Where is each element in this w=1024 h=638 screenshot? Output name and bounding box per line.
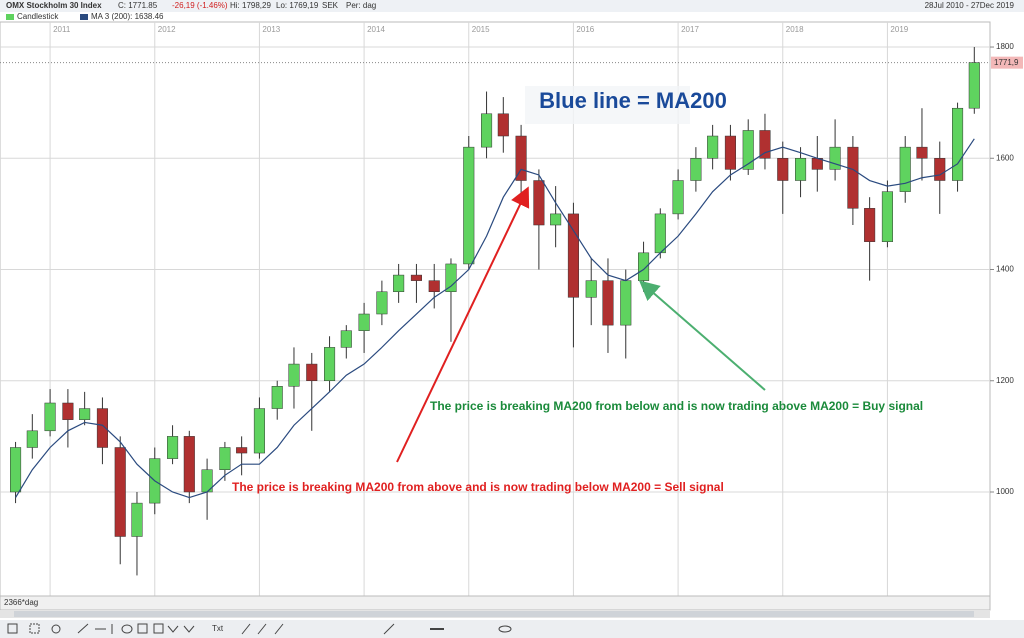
x-tick-label: 2013 bbox=[262, 25, 280, 34]
candle-body bbox=[271, 386, 283, 409]
x-tick-label: 2014 bbox=[367, 25, 385, 34]
last-price-box bbox=[991, 56, 1023, 69]
candle-body bbox=[428, 280, 440, 293]
candle-body bbox=[847, 146, 859, 209]
toolbar bbox=[0, 620, 1024, 638]
candle-body bbox=[795, 158, 807, 181]
toolbar-icons[interactable] bbox=[7, 623, 512, 635]
currency: SEK bbox=[322, 1, 339, 10]
ma-line bbox=[15, 138, 975, 499]
candle-body bbox=[497, 113, 509, 137]
buy-arrow bbox=[638, 280, 766, 391]
candle-body bbox=[340, 330, 352, 348]
candle-body bbox=[742, 130, 754, 170]
candle-body bbox=[672, 180, 684, 215]
candle-body bbox=[44, 402, 56, 432]
candle-body bbox=[376, 291, 388, 315]
candle-body bbox=[968, 62, 980, 109]
legend-swatch[interactable] bbox=[6, 14, 14, 20]
candle-body bbox=[167, 436, 179, 459]
candle-body bbox=[306, 363, 318, 382]
date-range: 28Jul 2010 - 27Dec 2019 bbox=[925, 1, 1015, 10]
x-tick-label: 2019 bbox=[890, 25, 908, 34]
close-price: C: 1771.85 bbox=[118, 1, 158, 10]
sell-arrow bbox=[396, 186, 530, 463]
candle-body bbox=[26, 430, 38, 448]
annotation: The price is breaking MA200 from above a… bbox=[232, 480, 724, 494]
x-tick-label: 2015 bbox=[472, 25, 490, 34]
candle-body bbox=[183, 436, 195, 493]
low-price: Lo: 1769,19 bbox=[276, 1, 319, 10]
candle-body bbox=[829, 146, 841, 170]
candle-body bbox=[515, 135, 527, 181]
candle-body bbox=[952, 107, 964, 181]
candle-body bbox=[393, 274, 405, 293]
annotation-box bbox=[525, 86, 690, 124]
x-tick-label: 2018 bbox=[786, 25, 804, 34]
time-axis bbox=[0, 595, 991, 611]
legend-entry[interactable]: MA 3 (200): 1638.46 bbox=[91, 12, 164, 21]
x-tick-label: 2017 bbox=[681, 25, 699, 34]
candle-body bbox=[324, 347, 336, 381]
candle-body bbox=[602, 280, 614, 326]
candle-body bbox=[881, 191, 893, 242]
candle-body bbox=[131, 502, 143, 537]
x-tick-label: 2016 bbox=[576, 25, 594, 34]
y-tick-label: 1800 bbox=[996, 42, 1014, 51]
candle-body bbox=[550, 213, 562, 226]
candle-body bbox=[864, 208, 876, 242]
candle-body bbox=[707, 135, 719, 159]
index-title: OMX Stockholm 30 Index bbox=[6, 1, 102, 10]
candle-body bbox=[219, 447, 231, 470]
candle-body bbox=[481, 113, 493, 148]
candle-body bbox=[638, 252, 650, 281]
candle-body bbox=[533, 180, 545, 226]
y-tick-label: 1000 bbox=[996, 487, 1014, 496]
annotation: Blue line = MA200 bbox=[539, 88, 727, 113]
bar-count: 2366*dag bbox=[4, 598, 38, 607]
candle-body bbox=[759, 130, 771, 159]
candle-body bbox=[654, 213, 666, 254]
candle-body bbox=[585, 280, 597, 298]
candle-body bbox=[934, 158, 946, 181]
candle-body bbox=[463, 146, 475, 265]
candle-body bbox=[114, 447, 126, 537]
candle-body bbox=[777, 158, 789, 181]
scroll-thumb[interactable] bbox=[14, 611, 974, 617]
change: -26,19 (-1.46%) bbox=[172, 1, 228, 10]
candle-body bbox=[916, 146, 928, 159]
candle-body bbox=[288, 363, 300, 387]
header-bar bbox=[0, 0, 1024, 12]
legend-entry[interactable]: Candlestick bbox=[17, 12, 59, 21]
legend-swatch[interactable] bbox=[80, 14, 88, 20]
candle-body bbox=[899, 146, 911, 192]
candle-body bbox=[690, 158, 702, 181]
x-tick-label: 2011 bbox=[53, 25, 71, 34]
candle-body bbox=[567, 213, 579, 298]
candle-body bbox=[79, 408, 91, 420]
candle-body bbox=[358, 313, 370, 331]
text-tool[interactable]: Txt bbox=[212, 624, 224, 633]
high-price: Hi: 1798,29 bbox=[230, 1, 271, 10]
last-price-label: 1771,9 bbox=[994, 58, 1019, 67]
candle-body bbox=[253, 408, 265, 454]
candle-body bbox=[96, 408, 108, 448]
annotation: The price is breaking MA200 from below a… bbox=[430, 399, 923, 413]
candle-body bbox=[10, 447, 22, 493]
candle-body bbox=[620, 280, 632, 326]
x-tick-label: 2012 bbox=[158, 25, 176, 34]
y-tick-label: 1400 bbox=[996, 265, 1014, 274]
candle-body bbox=[445, 263, 457, 293]
y-tick-label: 1600 bbox=[996, 153, 1014, 162]
candle-body bbox=[62, 402, 74, 420]
candle-body bbox=[724, 135, 736, 170]
y-tick-label: 1200 bbox=[996, 376, 1014, 385]
period: Per: dag bbox=[346, 1, 376, 10]
candle-body bbox=[236, 447, 248, 454]
candle-body bbox=[410, 274, 422, 281]
